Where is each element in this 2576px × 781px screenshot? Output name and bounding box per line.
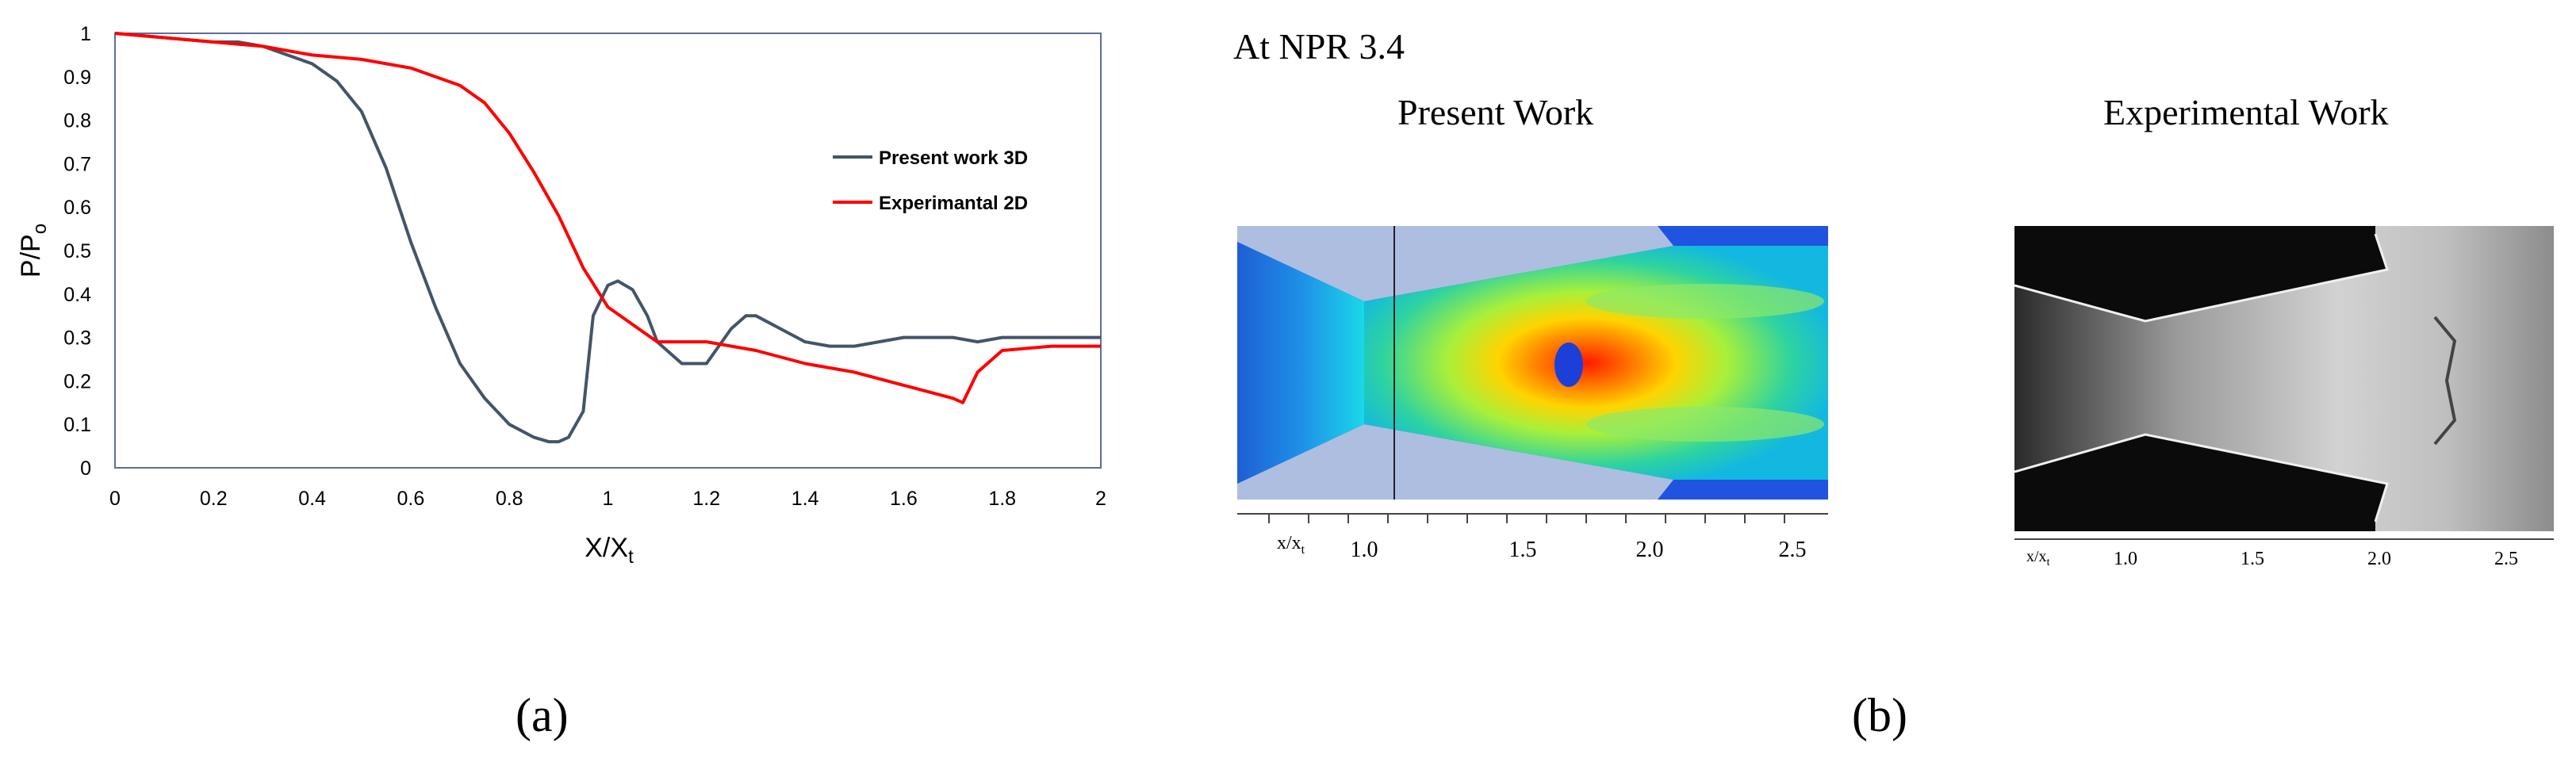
y-tick-label: 0.3 xyxy=(63,327,91,350)
schlieren-upper-block xyxy=(2014,226,2387,321)
contour-axis-ticks xyxy=(1268,514,1785,523)
contour-axis-variable-sub: t xyxy=(1301,543,1305,557)
panel-b-label: (b) xyxy=(1852,689,1907,741)
y-tick-label: 0.1 xyxy=(63,414,91,436)
contour-axis-variable-main: x/x xyxy=(1277,533,1301,553)
y-axis-label: P/Po xyxy=(16,224,51,278)
y-axis-label-main: P/P xyxy=(16,234,46,278)
nozzle-inlet-flow xyxy=(1237,242,1364,484)
x-tick-label: 1.6 xyxy=(890,488,918,510)
legend-label-present-work: Present work 3D xyxy=(879,147,1028,169)
schlieren-shock-structure xyxy=(2433,316,2457,446)
contour-tick-label: 1.0 xyxy=(1351,538,1378,562)
schlieren-tick-label: 1.0 xyxy=(2114,549,2137,569)
panel-b-heading: At NPR 3.4 xyxy=(1233,26,1405,67)
experimental-work-title: Experimental Work xyxy=(2103,92,2389,132)
x-axis-label-sub: t xyxy=(628,546,634,568)
x-axis-label-main: X/X xyxy=(585,533,628,563)
y-tick-label: 0.7 xyxy=(63,153,91,175)
y-axis-label-sub: o xyxy=(29,224,51,234)
y-tick-label: 0.2 xyxy=(63,370,91,392)
present-work-title: Present Work xyxy=(1397,92,1594,132)
x-tick-label: 1.8 xyxy=(988,488,1016,510)
y-tick-label: 1 xyxy=(80,23,91,45)
x-tick-label: 0.4 xyxy=(298,488,326,510)
panel-a-label: (a) xyxy=(516,689,569,741)
nozzle-lower-wall xyxy=(1237,424,1673,500)
x-tick-label: 0.2 xyxy=(200,488,228,510)
contour-tick-label: 2.0 xyxy=(1636,538,1664,562)
schlieren-upper-wall xyxy=(2014,233,2389,323)
chart-legend: Present work 3D Experimantal 2D xyxy=(833,147,1028,214)
jet-shock-cell xyxy=(1586,407,1824,442)
series-line-experimantal xyxy=(114,32,1101,404)
schlieren-tick-label: 1.5 xyxy=(2241,549,2264,569)
x-tick-label: 1.2 xyxy=(692,488,720,510)
y-tick-label: 0 xyxy=(80,457,91,480)
pressure-ratio-line-chart: 0 0.1 0.2 0.3 0.4 0.5 0.6 0.7 0.8 0.9 1 0 0.2 0.4 0.6… xyxy=(16,23,1106,568)
x-axis-ticks: 0 0.2 0.4 0.6 0.8 1 1.2 1.4 1.6 1.8 2 xyxy=(109,488,1106,510)
y-tick-label: 0.4 xyxy=(63,284,91,306)
y-axis-ticks: 0 0.1 0.2 0.3 0.4 0.5 0.6 0.7 0.8 0.9 1 xyxy=(63,23,91,480)
contour-axis-variable: x/xt xyxy=(1277,533,1305,557)
series-layer xyxy=(114,32,1101,444)
schlieren-tick-label: 2.0 xyxy=(2367,549,2391,569)
schlieren-tick-label: 2.5 xyxy=(2494,549,2518,569)
contour-tick-label: 2.5 xyxy=(1779,538,1807,562)
schlieren-axis-variable-main: x/x xyxy=(2026,548,2047,565)
mach-disk xyxy=(1554,343,1583,387)
schlieren-axis-variable-sub: t xyxy=(2047,557,2050,569)
x-tick-label: 0.8 xyxy=(496,488,523,510)
x-tick-label: 2 xyxy=(1095,488,1106,510)
y-tick-label: 0.5 xyxy=(63,240,91,262)
experimental-schlieren-image: x/xt 1.0 1.5 2.0 2.5 xyxy=(2014,226,2554,569)
schlieren-lower-block xyxy=(2014,435,2387,531)
y-tick-label: 0.9 xyxy=(63,67,91,89)
x-tick-label: 1.4 xyxy=(792,488,819,510)
y-tick-label: 0.8 xyxy=(63,110,91,132)
plot-area-frame xyxy=(114,33,1102,469)
schlieren-axis-variable: x/xt xyxy=(2026,548,2050,569)
x-axis-label: X/Xt xyxy=(585,533,634,568)
series-line-present-work xyxy=(114,32,1101,444)
x-tick-label: 0 xyxy=(109,488,121,510)
y-tick-label: 0.6 xyxy=(63,197,91,219)
schlieren-lower-wall xyxy=(2014,433,2389,523)
x-tick-label: 0.6 xyxy=(397,488,425,510)
jet-shock-cell xyxy=(1586,284,1824,319)
x-tick-label: 1 xyxy=(603,488,614,510)
present-work-contour-image: x/xt 1.0 1.5 2.0 2.5 xyxy=(1237,226,1828,562)
legend-label-experimantal: Experimantal 2D xyxy=(879,193,1028,214)
nozzle-upper-wall xyxy=(1237,226,1673,301)
contour-tick-label: 1.5 xyxy=(1509,538,1537,562)
